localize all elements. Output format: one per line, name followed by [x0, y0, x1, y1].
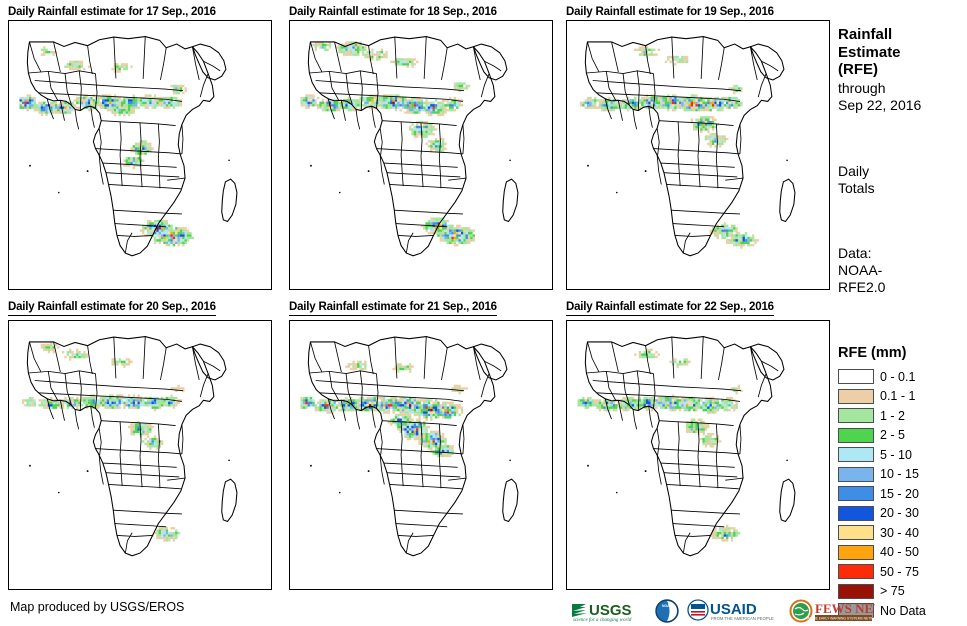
svg-text:USGS: USGS — [589, 602, 632, 619]
legend-swatch — [838, 369, 874, 385]
legend-label: 40 - 50 — [880, 545, 919, 560]
legend-item[interactable]: 0.1 - 1 — [838, 387, 967, 407]
legend-swatch — [838, 388, 874, 404]
svg-text:science for a changing world: science for a changing world — [573, 618, 632, 623]
legend-label: 2 - 5 — [880, 428, 906, 443]
map-canvas-5[interactable] — [289, 320, 553, 590]
legend-label: 0 - 0.1 — [880, 369, 916, 384]
legend-label: 20 - 30 — [880, 506, 919, 521]
legend-swatch — [838, 447, 874, 463]
map-panel-title: Daily Rainfall estimate for 18 Sep., 201… — [289, 6, 497, 21]
map-panel-title: Daily Rainfall estimate for 21 Sep., 201… — [289, 301, 497, 316]
rfe-legend: RFE (mm) 0 - 0.1 0.1 - 1 1 - 2 2 - 5 5 - 10 1… — [838, 345, 967, 621]
rail-data-line-1: Data: — [838, 245, 872, 261]
rail-through-line-1: through — [838, 80, 886, 96]
legend-item[interactable]: 5 - 10 — [838, 445, 967, 465]
svg-text:USAID: USAID — [710, 601, 757, 618]
legend-swatch — [838, 564, 874, 580]
map-canvas-4[interactable] — [8, 320, 272, 590]
rail-through-line-2: Sep 22, 2016 — [838, 97, 922, 113]
rail-totals-line-2: Totals — [838, 180, 875, 196]
agency-logos: USGS science for a changing world NOAA U… — [570, 598, 875, 624]
map-canvas-3[interactable] — [566, 20, 830, 290]
map-panel-6: Daily Rainfall estimate for 22 Sep., 201… — [566, 297, 830, 590]
legend-label: 50 - 75 — [880, 564, 919, 579]
legend-label: 1 - 2 — [880, 408, 906, 423]
legend-swatch — [838, 486, 874, 502]
rail-title-line-2: Estimate — [838, 43, 901, 61]
usgs-logo: USGS science for a changing world — [570, 599, 648, 623]
legend-swatch — [838, 583, 874, 599]
legend-item[interactable]: 30 - 40 — [838, 523, 967, 543]
map-panel-title: Daily Rainfall estimate for 20 Sep., 201… — [8, 301, 216, 316]
legend-swatch — [838, 427, 874, 443]
legend-swatch — [838, 408, 874, 424]
legend-item[interactable]: 1 - 2 — [838, 406, 967, 426]
legend-label: 30 - 40 — [880, 525, 919, 540]
svg-text:FROM THE AMERICAN PEOPLE: FROM THE AMERICAN PEOPLE — [711, 616, 774, 621]
legend-item[interactable]: 10 - 15 — [838, 465, 967, 485]
legend-title: RFE (mm) — [838, 345, 907, 361]
noaa-logo: NOAA — [655, 599, 679, 623]
map-panel-title: Daily Rainfall estimate for 22 Sep., 201… — [566, 301, 774, 316]
map-panel-title: Daily Rainfall estimate for 17 Sep., 201… — [8, 6, 216, 21]
legend-swatch — [838, 544, 874, 560]
rail-data-line-3: RFE2.0 — [838, 279, 886, 295]
legend-label: No Data — [880, 603, 926, 618]
legend-item[interactable]: 15 - 20 — [838, 484, 967, 504]
map-panel-2: Daily Rainfall estimate for 18 Sep., 201… — [289, 2, 553, 290]
legend-item[interactable]: > 75 — [838, 582, 967, 602]
svg-text:FEWS NET: FEWS NET — [815, 601, 875, 616]
legend-item[interactable]: 20 - 30 — [838, 504, 967, 524]
usaid-logo: USAID FROM THE AMERICAN PEOPLE — [686, 599, 782, 623]
rail-totals-line-1: Daily — [838, 163, 870, 179]
legend-item[interactable]: 2 - 5 — [838, 426, 967, 446]
info-rail: Rainfall Estimate (RFE) through Sep 22, … — [838, 0, 967, 626]
rail-title-line-3: (RFE) — [838, 61, 878, 78]
map-credit: Map produced by USGS/EROS — [10, 600, 185, 614]
legend-label: 10 - 15 — [880, 467, 919, 482]
legend-item[interactable]: 0 - 0.1 — [838, 367, 967, 387]
legend-label: 5 - 10 — [880, 447, 912, 462]
legend-item[interactable]: No Data — [838, 601, 967, 621]
svg-text:FAMINE EARLY WARNING SYSTEMS N: FAMINE EARLY WARNING SYSTEMS NETWORK — [806, 617, 875, 621]
map-canvas-1[interactable] — [8, 20, 272, 290]
legend-label: 15 - 20 — [880, 486, 919, 501]
map-canvas-2[interactable] — [289, 20, 553, 290]
svg-text:NOAA: NOAA — [662, 604, 673, 608]
rail-data-line-2: NOAA- — [838, 262, 883, 278]
legend-label: 0.1 - 1 — [880, 389, 916, 404]
legend-item[interactable]: 40 - 50 — [838, 543, 967, 563]
legend-swatch — [838, 525, 874, 541]
map-canvas-6[interactable] — [566, 320, 830, 590]
fewsnet-logo: FEWS NET FAMINE EARLY WARNING SYSTEMS NE… — [789, 599, 875, 623]
legend-item[interactable]: 50 - 75 — [838, 562, 967, 582]
legend-label: > 75 — [880, 584, 905, 599]
rail-title-line-1: Rainfall — [838, 26, 893, 43]
legend-swatch — [838, 505, 874, 521]
map-panel-title: Daily Rainfall estimate for 19 Sep., 201… — [566, 6, 774, 21]
map-panel-1: Daily Rainfall estimate for 17 Sep., 201… — [8, 2, 272, 290]
legend-swatch — [838, 466, 874, 482]
map-panel-3: Daily Rainfall estimate for 19 Sep., 201… — [566, 2, 830, 290]
map-panel-5: Daily Rainfall estimate for 21 Sep., 201… — [289, 297, 553, 590]
legend-rows: 0 - 0.1 0.1 - 1 1 - 2 2 - 5 5 - 10 10 - 15 15 … — [838, 367, 967, 621]
map-panel-4: Daily Rainfall estimate for 20 Sep., 201… — [8, 297, 272, 590]
